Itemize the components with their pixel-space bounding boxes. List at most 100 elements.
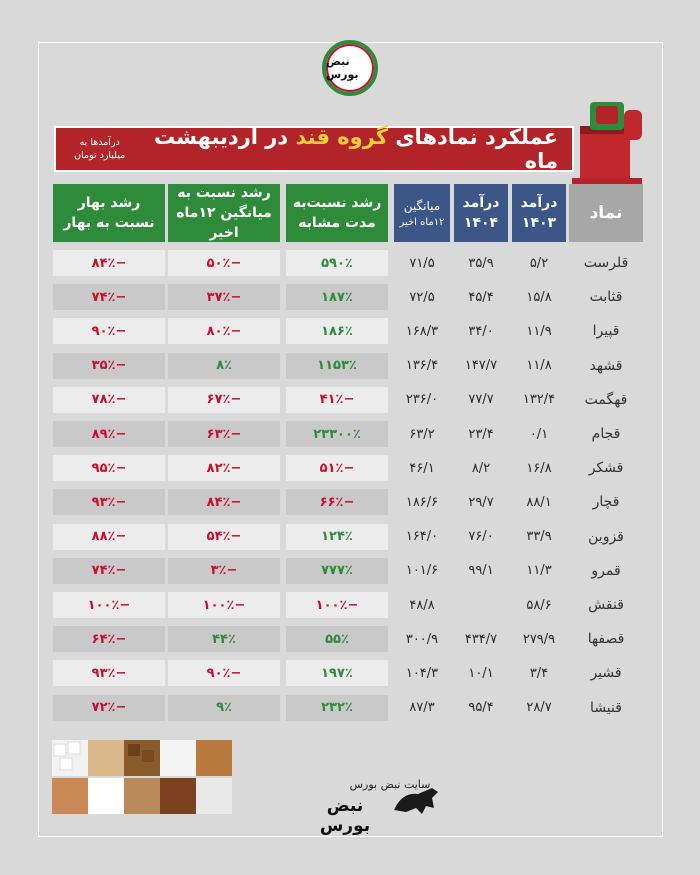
- cell-symbol: قنقش: [588, 597, 624, 613]
- cell-symbol: قصفها: [587, 631, 625, 648]
- header-avg-12m: میانگین ۱۲ماه اخیر: [394, 184, 450, 242]
- cell-symbol: قهگمت: [584, 391, 628, 408]
- cell-g-avg: −۵۰٪: [168, 250, 280, 276]
- header-revenue-1404: درآمد ۱۴۰۴: [454, 184, 508, 242]
- cell-rev1403: ۱۱/۸: [526, 358, 552, 374]
- cell-rev1403: ۵۸/۶: [526, 597, 552, 613]
- table-row: −۶۴٪ ۴۴٪ ۵۵٪ ۳۰۰/۹ ۴۳۴/۷ ۲۷۹/۹ قصفها: [0, 626, 700, 653]
- cell-rev1403: ۵/۲: [529, 255, 549, 271]
- cell-rev1403: ۲۷۹/۹: [522, 631, 556, 647]
- table-row: −۹۰٪ −۸۰٪ ۱۸۶٪ ۱۶۸/۳ ۳۴/۰ ۱۱/۹ قپیرا: [0, 318, 700, 345]
- cell-avg: ۳۰۰/۹: [405, 631, 439, 647]
- cell-g-spring: −۹۰٪: [53, 318, 165, 345]
- cell-g-same: −۵۱٪: [286, 455, 388, 482]
- cell-rev1403: ۰/۱: [529, 426, 549, 442]
- cell-symbol: قشیر: [590, 665, 622, 682]
- table-row: −۷۴٪ −۳۷٪ ۱۸۷٪ ۷۲/۵ ۴۵/۴ ۱۵/۸ قثابت: [0, 284, 700, 311]
- title-prefix: عملکرد نمادهای: [395, 125, 558, 149]
- cell-symbol: قشکر: [588, 460, 624, 477]
- cell-rev1403: ۱۵/۸: [526, 289, 552, 305]
- cell-g-avg: −۱۰۰٪: [168, 592, 280, 618]
- header-growth-same-period: رشد نسبت‌به مدت مشابه: [286, 184, 388, 242]
- header-revenue-1403: درآمد ۱۴۰۳: [512, 184, 566, 242]
- cell-g-spring: −۶۴٪: [53, 626, 165, 653]
- cell-rev1404: ۷۶/۰: [468, 529, 494, 545]
- cell-rev1404: ۲۳/۴: [468, 426, 494, 442]
- table-row: −۸۹٪ −۶۳٪ ۲۳۳۰۰٪ ۶۳/۲ ۲۳/۴ ۰/۱ قجام: [0, 421, 700, 447]
- cell-rev1404: ۷۷/۷: [468, 392, 494, 408]
- cell-g-spring: −۷۴٪: [53, 284, 165, 311]
- cell-g-spring: −۸۴٪: [53, 250, 165, 276]
- cell-avg: ۱۶۸/۳: [405, 323, 439, 339]
- cell-avg: ۷۱/۵: [409, 255, 435, 271]
- cell-g-same: ۵۵٪: [286, 626, 388, 653]
- header-growth-spring: رشد بهار نسبت به بهار: [53, 184, 165, 242]
- title-highlight: گروه قند: [295, 125, 389, 149]
- cell-g-avg: −۸۲٪: [168, 455, 280, 482]
- cell-g-avg: ۹٪: [168, 694, 280, 721]
- footer-brand: نبض بورس: [319, 796, 371, 836]
- cell-rev1404: ۴۳۴/۷: [464, 631, 498, 647]
- cell-g-spring: −۹۳٪: [53, 660, 165, 687]
- cell-rev1403: ۱۳۲/۴: [522, 392, 556, 408]
- cell-avg: ۱۰۴/۳: [405, 665, 439, 681]
- cell-symbol: قنیشا: [590, 699, 622, 716]
- cell-rev1404: ۹۵/۴: [468, 700, 494, 716]
- cell-rev1404: ۳۵/۹: [468, 255, 494, 271]
- table-row: −۹۳٪ −۹۰٪ ۱۹۷٪ ۱۰۴/۳ ۱۰/۱ ۳/۴ قشیر: [0, 660, 700, 687]
- header-symbol: نماد: [569, 184, 643, 242]
- cell-avg: ۴۸/۸: [409, 597, 435, 613]
- sugar-photo: [52, 740, 232, 814]
- cell-g-avg: ۸٪: [168, 352, 280, 379]
- cell-avg: ۴۶/۱: [409, 460, 435, 476]
- table-row: −۷۸٪ −۶۷٪ −۴۱٪ ۲۳۶/۰ ۷۷/۷ ۱۳۲/۴ قهگمت: [0, 386, 700, 413]
- cell-avg: ۷۲/۵: [409, 289, 435, 305]
- fist-icon: [572, 102, 642, 192]
- cell-symbol: قثابت: [589, 289, 623, 306]
- cell-g-avg: −۳٪: [168, 557, 280, 584]
- title-banner: درآمدها به میلیارد تومان عملکرد نمادهای …: [54, 125, 574, 173]
- cell-rev1404: ۲۹/۷: [468, 494, 494, 510]
- cell-g-same: −۴۱٪: [286, 386, 388, 413]
- cell-g-avg: −۶۷٪: [168, 386, 280, 413]
- table-row: −۳۵٪ ۸٪ ۱۱۵۳٪ ۱۳۶/۴ ۱۴۷/۷ ۱۱/۸ قشهد: [0, 352, 700, 379]
- cell-rev1404: ۱۴۷/۷: [464, 358, 498, 374]
- cell-symbol: قلرست: [583, 255, 629, 271]
- cell-g-avg: −۸۰٪: [168, 318, 280, 345]
- cell-rev1404: ۴۵/۴: [468, 289, 494, 305]
- cell-rev1403: ۸۸/۱: [526, 494, 552, 510]
- cell-g-same: ۷۷۷٪: [286, 557, 388, 584]
- cell-g-same: −۱۰۰٪: [286, 592, 388, 618]
- table-row: −۷۲٪ ۹٪ ۲۳۲٪ ۸۷/۳ ۹۵/۴ ۲۸/۷ قنیشا: [0, 694, 700, 721]
- cell-symbol: قشهد: [589, 357, 623, 374]
- cell-rev1403: ۱۶/۸: [526, 460, 552, 476]
- cell-avg: ۸۷/۳: [409, 700, 435, 716]
- brand-logo: نبض بورس: [322, 40, 378, 96]
- cell-symbol: قزوین: [588, 528, 624, 545]
- cell-avg: ۶۳/۲: [409, 426, 435, 442]
- cell-symbol: قچار: [592, 494, 620, 511]
- cell-g-spring: −۷۲٪: [53, 694, 165, 721]
- cell-g-spring: −۱۰۰٪: [53, 592, 165, 618]
- cell-g-spring: −۹۵٪: [53, 455, 165, 482]
- table-row: −۸۸٪ −۵۴٪ ۱۲۴٪ ۱۶۴/۰ ۷۶/۰ ۳۳/۹ قزوین: [0, 523, 700, 550]
- cell-g-same: −۶۶٪: [286, 489, 388, 516]
- cell-g-same: ۵۹۰٪: [286, 250, 388, 276]
- cell-g-same: ۱۹۷٪: [286, 660, 388, 687]
- cell-rev1404: ۸/۲: [471, 460, 491, 476]
- cell-g-same: ۲۳۲٪: [286, 694, 388, 721]
- cell-g-same: ۱۸۶٪: [286, 318, 388, 345]
- bull-icon: [394, 788, 438, 814]
- cell-symbol: قمرو: [591, 562, 621, 579]
- cell-symbol: قپیرا: [592, 323, 620, 340]
- cell-g-avg: −۶۳٪: [168, 421, 280, 447]
- cell-rev1404: [454, 592, 508, 618]
- cell-g-avg: ۴۴٪: [168, 626, 280, 653]
- cell-rev1403: ۳/۴: [529, 665, 549, 681]
- cell-g-spring: −۸۹٪: [53, 421, 165, 447]
- header-growth-vs-avg: رشد نسبت به میانگین ۱۲ماه اخیر: [168, 184, 280, 242]
- cell-g-spring: −۸۸٪: [53, 523, 165, 550]
- table-header: رشد بهار نسبت به بهار رشد نسبت به میانگین …: [0, 184, 700, 244]
- page-title: عملکرد نمادهای گروه قند در اردیبهشت ماه: [131, 125, 558, 173]
- cell-avg: ۲۳۶/۰: [405, 392, 439, 408]
